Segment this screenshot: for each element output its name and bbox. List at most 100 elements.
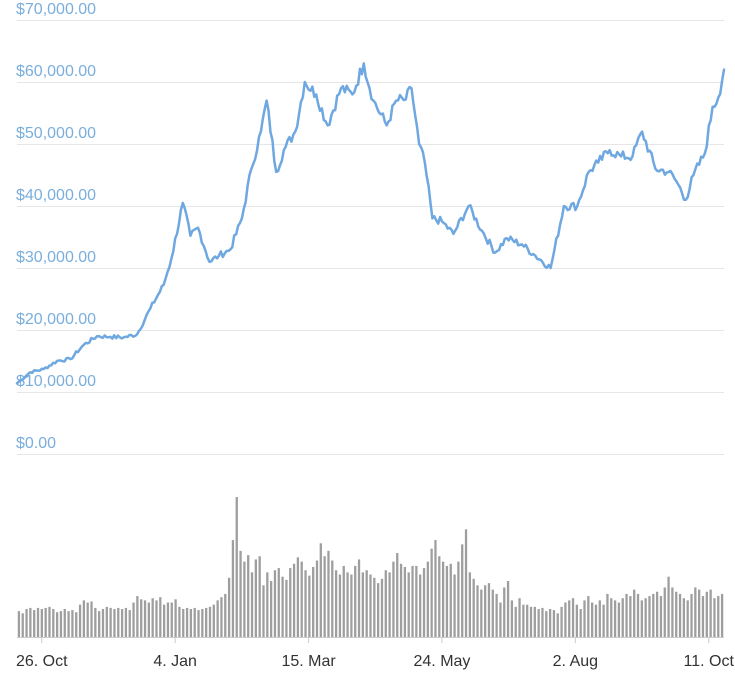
volume-bar: [675, 591, 678, 637]
volume-bar: [694, 587, 697, 637]
volume-bar: [300, 561, 303, 637]
volume-bar: [159, 597, 162, 637]
volume-bar: [434, 540, 437, 637]
volume-bar: [399, 563, 403, 637]
volume-bar: [44, 607, 47, 637]
volume-bar: [331, 560, 334, 637]
volume-bar: [25, 609, 28, 637]
volume-bar: [636, 593, 640, 637]
volume-bar: [338, 574, 342, 637]
volume-bar: [243, 561, 246, 637]
volume-bar: [476, 585, 479, 637]
volume-bar: [319, 543, 322, 637]
volume-bar: [384, 570, 387, 637]
y-tick-label: $70,000.00: [16, 1, 96, 18]
volume-bar: [29, 607, 32, 637]
volume-bar: [52, 609, 55, 637]
volume-bar: [686, 600, 689, 637]
volume-bar: [323, 556, 326, 637]
volume-bar: [522, 604, 525, 637]
volume-bar: [468, 572, 472, 637]
volume-bar: [369, 574, 372, 637]
volume-bar: [621, 598, 624, 637]
volume-bar: [231, 540, 235, 637]
volume-bar: [464, 529, 468, 637]
volume-bar: [484, 585, 487, 637]
volume-bar: [625, 593, 628, 637]
volume-bar: [235, 497, 238, 637]
volume-bar: [120, 609, 124, 637]
volume-bar: [678, 593, 682, 637]
volume-bar: [487, 583, 491, 637]
volume-bar: [617, 602, 621, 637]
volume-bar: [472, 578, 475, 637]
volume-bar: [227, 577, 231, 637]
volume-bar: [392, 561, 395, 637]
volume-bar: [411, 565, 414, 637]
volume-bar: [193, 607, 196, 637]
volume-bar: [361, 572, 364, 637]
volume-bar: [659, 596, 663, 637]
volume-bar: [510, 600, 514, 637]
volume-bar: [220, 597, 223, 637]
volume-bar: [419, 574, 422, 637]
volume-bar: [701, 596, 705, 637]
volume-bar: [533, 606, 536, 637]
volume-bar: [143, 600, 147, 637]
volume-bar: [205, 607, 208, 637]
volume-bar: [101, 609, 105, 637]
y-tick-label: $60,000.00: [16, 63, 96, 80]
y-tick-label: $30,000.00: [16, 249, 96, 266]
volume-bar: [94, 607, 97, 637]
volume-bar: [136, 596, 139, 637]
volume-bar: [281, 576, 284, 637]
volume-bar: [185, 607, 189, 637]
x-tick-label: 2. Aug: [553, 653, 598, 670]
volume-bar: [613, 600, 617, 637]
volume-bar: [365, 570, 368, 637]
volume-bar: [629, 596, 632, 637]
date-axis-labels: 26. Oct 4. Jan 15. Mar 24. May 2. Aug 11. Oct: [16, 637, 735, 670]
price-gridlines: [17, 20, 724, 455]
volume-bar: [48, 606, 51, 637]
volume-bar: [506, 581, 510, 637]
volume-bar: [155, 600, 158, 637]
volume-bar: [499, 602, 502, 637]
volume-bar: [113, 609, 116, 637]
y-tick-label: $50,000.00: [16, 125, 96, 142]
volume-bar: [537, 609, 540, 637]
y-tick-label: $20,000.00: [16, 311, 96, 328]
volume-bar: [541, 607, 544, 637]
volume-bar: [667, 576, 670, 637]
volume-bar: [170, 602, 173, 637]
volume-bar: [254, 559, 257, 637]
volume-bar: [449, 563, 452, 637]
volume-bar: [304, 570, 307, 637]
y-tick-label: $0.00: [16, 435, 56, 452]
price-series: [15, 62, 726, 385]
volume-bar: [17, 611, 21, 637]
volume-bar: [415, 565, 418, 637]
volume-bar: [346, 572, 349, 637]
volume-bar: [71, 610, 74, 637]
volume-bar: [682, 598, 686, 637]
volume-bar: [602, 604, 605, 637]
volume-bar: [174, 599, 177, 637]
y-tick-label: $40,000.00: [16, 187, 96, 204]
x-tick-label: 24. May: [414, 653, 471, 670]
volume-bar: [591, 602, 594, 637]
volume-bar: [357, 559, 361, 637]
volume-bar: [128, 610, 131, 637]
volume-bar: [571, 598, 575, 637]
volume-bar: [648, 596, 651, 637]
volume-bar: [579, 609, 582, 637]
x-tick-label: 15. Mar: [281, 653, 336, 670]
volume-bar: [292, 563, 296, 637]
volume-bar: [250, 572, 254, 637]
volume-bar: [640, 600, 643, 637]
volume-bar: [491, 589, 494, 637]
volume-bar: [560, 606, 563, 637]
volume-bar: [224, 593, 227, 637]
